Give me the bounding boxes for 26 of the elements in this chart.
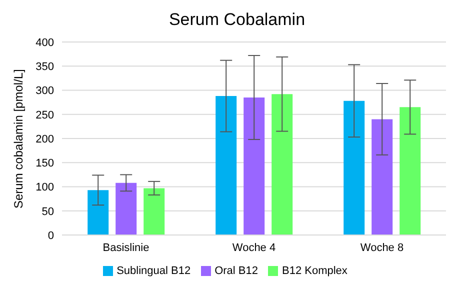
x-tick-label: Woche 4	[232, 242, 276, 254]
y-tick-label: 150	[36, 158, 54, 170]
y-tick-label: 100	[36, 182, 54, 194]
bar	[272, 94, 293, 235]
bar	[244, 97, 265, 235]
x-tick-label: Basislinie	[102, 242, 150, 254]
legend-label: B12 Komplex	[282, 265, 348, 277]
bar	[116, 182, 137, 235]
y-tick-label: 400	[36, 36, 54, 49]
y-axis-title: Serum cobalamin [pmol/L]	[11, 69, 26, 208]
bar	[216, 96, 237, 235]
bar	[344, 100, 365, 235]
bar	[88, 190, 109, 235]
legend-label: Sublingual B12	[116, 265, 191, 277]
y-tick-label: 350	[36, 61, 54, 74]
x-tick-label: Woche 8	[360, 242, 404, 254]
y-tick-label: 250	[36, 109, 54, 122]
bar	[144, 188, 165, 235]
bar	[400, 107, 421, 235]
legend-label: Oral B12	[214, 265, 258, 277]
bar	[372, 119, 393, 235]
y-tick-label: 300	[36, 85, 54, 98]
y-tick-label: 50	[42, 206, 54, 218]
y-tick-label: 0	[48, 230, 54, 242]
y-tick-label: 200	[36, 133, 54, 146]
chart-title: Serum Cobalamin	[168, 9, 306, 31]
